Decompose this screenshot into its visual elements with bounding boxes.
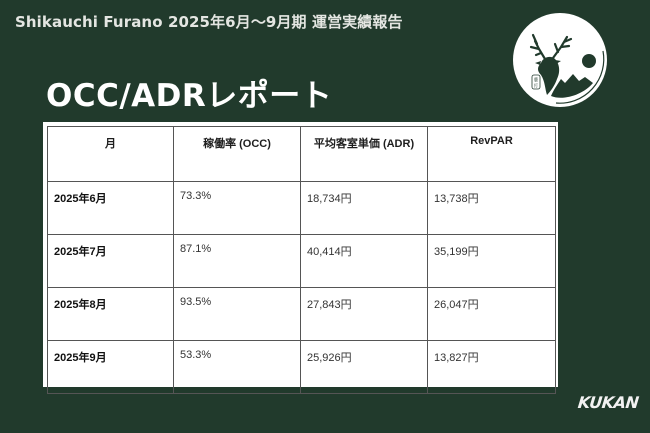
cell-adr: 18,734円	[300, 181, 428, 235]
table-row: 2025年8月 93.5% 27,843円 26,047円	[47, 287, 556, 341]
deer-logo-icon: 鹿 打	[511, 11, 609, 109]
report-title: OCC/ADRレポート	[46, 78, 333, 114]
occ-adr-table: 月 稼働率 (OCC) 平均客室単価 (ADR) RevPAR 2025年6月 …	[47, 126, 556, 394]
table-row: 2025年9月 53.3% 25,926円 13,827円	[47, 340, 556, 394]
cell-month: 2025年7月	[47, 234, 174, 288]
cell-adr: 27,843円	[300, 287, 428, 341]
kukan-brand-logo: KUKAN	[577, 393, 640, 412]
cell-revpar: 13,738円	[427, 181, 556, 235]
header-adr: 平均客室単価 (ADR)	[300, 126, 428, 182]
cell-month: 2025年8月	[47, 287, 174, 341]
cell-adr: 25,926円	[300, 340, 428, 394]
cell-adr: 40,414円	[300, 234, 428, 288]
cell-occ: 53.3%	[173, 340, 301, 394]
report-panel: 月 稼働率 (OCC) 平均客室単価 (ADR) RevPAR 2025年6月 …	[43, 122, 558, 394]
cell-occ: 87.1%	[173, 234, 301, 288]
cell-revpar: 26,047円	[427, 287, 556, 341]
cell-month: 2025年6月	[47, 181, 174, 235]
svg-text:鹿: 鹿	[534, 76, 538, 82]
header-month: 月	[47, 126, 174, 182]
table-header-row: 月 稼働率 (OCC) 平均客室単価 (ADR) RevPAR	[47, 126, 556, 182]
cell-occ: 93.5%	[173, 287, 301, 341]
table-row: 2025年7月 87.1% 40,414円 35,199円	[47, 234, 556, 288]
cell-revpar: 13,827円	[427, 340, 556, 394]
header-occ: 稼働率 (OCC)	[173, 126, 301, 182]
header-title: Shikauchi Furano 2025年6月～9月期 運営実績報告	[15, 13, 403, 31]
svg-text:打: 打	[534, 82, 538, 88]
cell-revpar: 35,199円	[427, 234, 556, 288]
header-revpar: RevPAR	[427, 126, 556, 182]
cell-month: 2025年9月	[47, 340, 174, 394]
cell-occ: 73.3%	[173, 181, 301, 235]
table-row: 2025年6月 73.3% 18,734円 13,738円	[47, 181, 556, 235]
